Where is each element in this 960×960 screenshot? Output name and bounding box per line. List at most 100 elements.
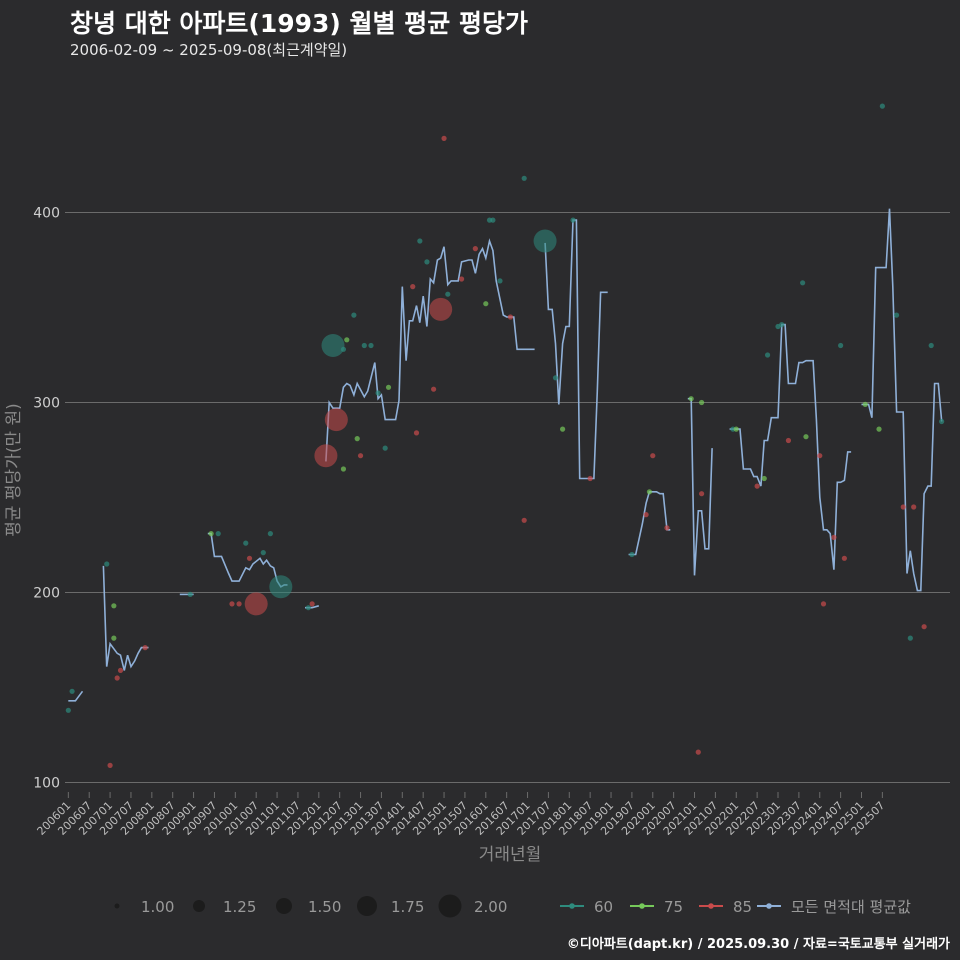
point-60: [417, 238, 423, 244]
color-legend-dot: [569, 903, 575, 909]
point-85: [472, 246, 478, 252]
average-line-segment: [861, 208, 943, 592]
point-85: [785, 437, 792, 444]
average-line-segment: [325, 238, 535, 462]
size-legend-label: 1.50: [308, 898, 341, 916]
point-60: [368, 342, 374, 349]
point-60: [779, 322, 785, 328]
point-60: [939, 418, 945, 425]
point-60: [838, 342, 844, 349]
point-60: [187, 591, 193, 598]
point-60: [65, 707, 71, 713]
point-60: [424, 259, 430, 265]
average-line-segment: [729, 323, 852, 570]
point-85: [309, 601, 315, 607]
point-60: [321, 334, 345, 357]
point-85: [643, 511, 649, 518]
point-85: [699, 491, 705, 497]
x-axis-ticks: 2006012006072007012007072008012008072009…: [35, 792, 887, 838]
point-85: [244, 592, 268, 616]
point-60: [552, 375, 559, 381]
grid-lines: [65, 212, 950, 783]
point-75: [761, 475, 767, 482]
point-60: [260, 550, 266, 556]
point-75: [646, 489, 653, 495]
point-85: [817, 453, 823, 459]
point-85: [507, 314, 514, 320]
point-60: [497, 278, 503, 284]
point-60: [104, 561, 110, 567]
point-60: [269, 575, 293, 599]
point-85: [441, 135, 447, 141]
chart-subtitle: 2006-02-09 ~ 2025-09-08(최근계약일): [70, 41, 348, 59]
average-line-segment: [628, 491, 671, 556]
point-60: [764, 352, 771, 358]
point-85: [695, 749, 701, 755]
point-60: [340, 346, 347, 352]
point-85: [142, 645, 148, 651]
color-legend-label: 60: [594, 898, 613, 916]
point-85: [921, 624, 927, 630]
point-60: [490, 217, 496, 223]
point-75: [699, 399, 705, 406]
point-60: [267, 531, 273, 537]
point-75: [340, 466, 347, 472]
x-axis-title: 거래년월: [479, 845, 542, 865]
point-85: [314, 444, 338, 468]
point-85: [650, 453, 656, 459]
point-85: [831, 534, 837, 541]
size-legend-label: 1.00: [141, 898, 174, 916]
point-60: [533, 229, 557, 253]
point-60: [69, 688, 75, 694]
point-85: [236, 601, 242, 607]
point-85: [458, 276, 465, 282]
y-axis-title: 평균 평당가(만 원): [4, 403, 24, 537]
point-60: [361, 342, 367, 349]
y-tick-label: 300: [33, 396, 60, 412]
point-85: [107, 762, 113, 769]
size-legend-key: [114, 903, 120, 909]
color-legend-dot: [708, 903, 714, 909]
color-legend: 60 75 85 모든 면적대 평균값: [560, 898, 911, 916]
point-75: [344, 337, 350, 343]
point-60: [351, 312, 357, 318]
color-legend-label: 75: [664, 898, 683, 916]
point-85: [431, 386, 437, 392]
size-legend: 1.00 1.25 1.50 1.75 2.00: [114, 894, 507, 918]
point-60: [907, 635, 913, 641]
average-line-series: [68, 208, 943, 702]
point-85: [413, 430, 420, 436]
color-legend-dot: [639, 903, 645, 909]
point-75: [385, 384, 392, 390]
point-75: [560, 426, 566, 432]
scatter-points: [65, 103, 945, 769]
average-line-segment: [68, 690, 84, 702]
size-legend-key: [276, 898, 292, 914]
point-75: [111, 603, 117, 609]
point-85: [521, 517, 527, 523]
point-85: [114, 675, 120, 681]
point-85: [664, 525, 670, 531]
point-85: [900, 504, 906, 510]
point-85: [357, 453, 364, 459]
point-85: [754, 483, 760, 489]
point-75: [733, 426, 739, 432]
point-60: [879, 103, 885, 109]
point-85: [911, 504, 917, 510]
size-legend-key: [438, 894, 462, 918]
size-legend-key: [193, 900, 205, 912]
point-85: [324, 408, 348, 432]
point-75: [111, 635, 117, 641]
point-85: [410, 284, 416, 290]
credit-text: ©디아파트(dapt.kr) / 2025.09.30 / 자료=국토교통부 실…: [566, 937, 950, 952]
point-75: [483, 301, 489, 307]
size-legend-label: 1.25: [223, 898, 256, 916]
color-legend-label: 모든 면적대 평균값: [791, 898, 911, 916]
size-legend-key: [357, 896, 377, 916]
y-tick-label: 100: [33, 776, 60, 792]
point-60: [629, 551, 635, 558]
point-75: [803, 434, 809, 440]
point-60: [521, 175, 527, 181]
point-75: [862, 401, 868, 407]
